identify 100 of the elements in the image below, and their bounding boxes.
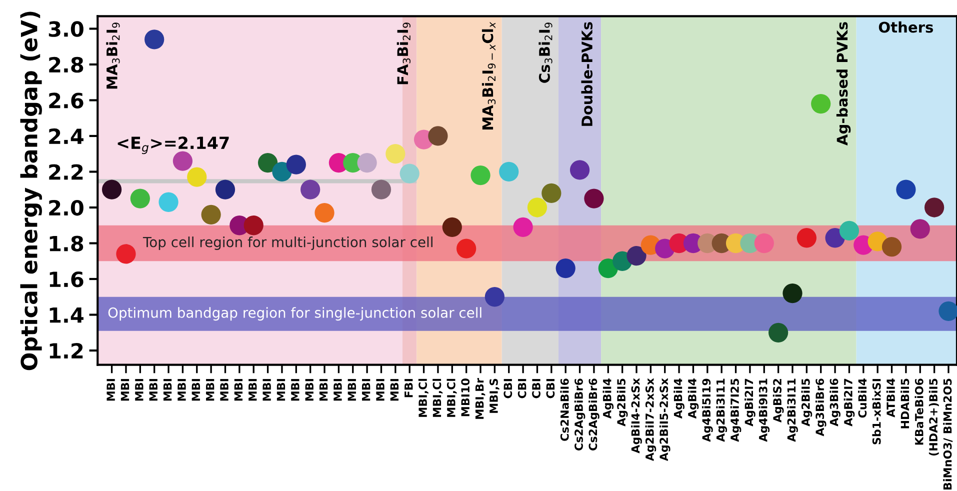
x-tick-label: Ag2BiI5-2xSx <box>659 378 670 462</box>
point <box>258 152 278 173</box>
y-tick-label: 3.0 <box>48 21 84 37</box>
x-tick-label: MBI,Cl <box>418 378 428 417</box>
point <box>556 258 576 278</box>
x-tick-label: AgBiI4-2xSx <box>631 378 642 454</box>
point <box>513 217 533 237</box>
x-tick-label: MBI <box>276 379 286 401</box>
ref-line-label: <E$_{g}$>=2.147 <box>118 136 229 154</box>
x-tick-label: AgBi2I7 <box>744 378 756 426</box>
x-tick-label: MBI <box>120 379 130 401</box>
x-tick-label: MBI <box>206 379 214 401</box>
y-tick-label: 1.4 <box>50 307 84 323</box>
point <box>938 301 957 321</box>
x-tick-label: CBI <box>546 379 555 398</box>
annotation: Ag-based PVKs <box>836 22 851 146</box>
x-tick-label: MBI <box>262 379 271 401</box>
point <box>839 220 860 241</box>
point <box>201 204 221 224</box>
x-tick-label: AgBiI4 <box>688 378 699 419</box>
x-tick-label: MBI <box>319 379 328 401</box>
x-tick-label: MBI <box>135 379 144 401</box>
point <box>527 198 548 218</box>
x-tick-label: AgBiS2 <box>772 378 784 423</box>
point <box>187 167 207 187</box>
point <box>314 203 334 223</box>
x-tick-label: CBI <box>532 379 540 398</box>
x-tick-label: MBI <box>163 379 172 401</box>
x-tick-label: AgBi2I7 <box>844 378 855 426</box>
annotation: Double-PVKs <box>581 22 593 126</box>
x-tick-label: Ag2BiI5 <box>616 378 628 426</box>
y-tick-label: 2.2 <box>49 164 83 180</box>
point <box>598 258 618 278</box>
point <box>116 244 136 264</box>
point <box>782 283 802 304</box>
point <box>158 192 178 212</box>
point <box>386 144 406 164</box>
x-tick-label: MBI <box>348 379 356 401</box>
y-tick-label: 1.6 <box>50 271 84 288</box>
x-tick-label: Ag2BiI7-2xSx <box>645 378 656 462</box>
band-label: Optimum bandgap region for single-junction solar cell <box>108 307 482 321</box>
x-tick-label: Cs2NaBiI6 <box>560 378 569 441</box>
x-tick-label: KBaTeBiO6 <box>914 378 924 445</box>
y-tick-label: 2.0 <box>49 200 84 216</box>
point <box>570 160 590 180</box>
x-tick-label: MBI,Br <box>475 378 486 419</box>
point <box>400 164 420 184</box>
point <box>924 198 944 218</box>
x-tick-label: MBI,Cl <box>432 378 443 417</box>
point <box>144 30 164 50</box>
x-tick-label: (HDA2+)BiI5 <box>928 378 939 456</box>
point <box>172 151 193 171</box>
point <box>811 94 831 114</box>
point <box>484 287 505 307</box>
x-tick-label: AgBiI4 <box>602 378 614 419</box>
point <box>825 228 845 248</box>
x-tick-label: Sb1-xBixSI <box>872 379 881 444</box>
point <box>428 126 448 146</box>
point <box>896 180 916 200</box>
point <box>456 238 476 258</box>
x-tick-label: CuBiI4 <box>858 378 867 418</box>
x-tick-label: MBI <box>334 379 342 401</box>
x-tick-label: BiMnO3/ BiMn2O5 <box>943 378 953 490</box>
point <box>796 228 816 248</box>
x-tick-label: MBI <box>220 379 228 401</box>
x-tick-label: Ag2Bi3I11 <box>787 378 798 442</box>
point <box>371 180 392 200</box>
point <box>357 152 377 173</box>
x-tick-label: FBI <box>404 379 413 398</box>
x-tick-label: Cs2AgBiBr6 <box>588 378 600 450</box>
point <box>286 154 306 174</box>
x-tick-label: MBI <box>362 379 370 401</box>
x-tick-label: MBI10 <box>461 378 470 416</box>
x-tick-label: Ag3BiBr6 <box>815 378 826 436</box>
x-tick-label: MBI <box>248 379 257 401</box>
point <box>882 237 902 257</box>
annotation: Cs$_{3}$Bi$_{2}$I$_{9}$ <box>538 22 552 83</box>
x-tick-label: MBI <box>149 379 158 401</box>
y-tick-label: 1.2 <box>50 342 83 358</box>
x-tick-label: MBI,S <box>490 378 500 413</box>
point <box>300 180 320 200</box>
x-tick-label: Ag4Bi7I25 <box>730 378 742 442</box>
x-tick-label: MBI <box>305 379 314 401</box>
point <box>244 216 264 236</box>
point <box>626 246 646 266</box>
x-tick-label: Ag2BiI5 <box>801 378 812 426</box>
x-tick-label: Ag4Bi5I19 <box>702 378 713 442</box>
band-label: Top cell region for multi-junction solar cell <box>142 236 432 250</box>
band-label: FA$_{3}$Bi$_{2}$I$_{9}$ <box>396 22 410 84</box>
x-tick-label: MBI,Cl <box>446 378 457 417</box>
x-tick-label: MBI <box>390 379 398 401</box>
x-tick-label: Cs2AgBiBr6 <box>574 378 586 450</box>
x-tick-label: Ag2Bi3I11 <box>716 378 728 442</box>
x-tick-label: MBI <box>106 379 115 401</box>
annotation: MA$_{3}$Bi$_{2}$I$_{9}$ <box>106 22 120 89</box>
x-tick-label: MBI <box>192 379 200 401</box>
x-tick-label: Ag3BiI6 <box>830 378 840 426</box>
x-tick-label: MBI <box>291 379 300 401</box>
y-axis-title: Optical energy bandgap (eV) <box>20 12 42 370</box>
point <box>442 217 462 237</box>
